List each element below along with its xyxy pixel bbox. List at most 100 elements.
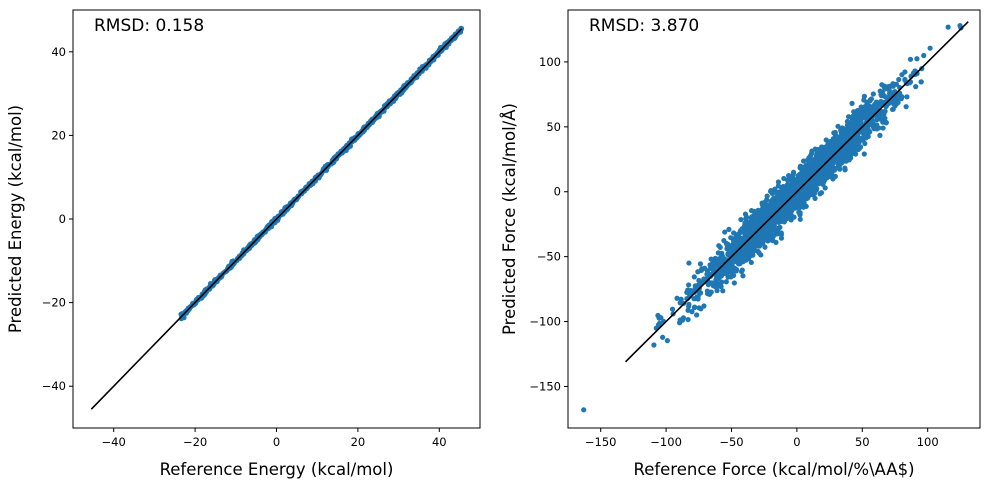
force-point (861, 126, 868, 132)
force-point (725, 274, 731, 280)
force-point (886, 87, 892, 93)
force-point (773, 214, 779, 220)
force-point (850, 113, 856, 119)
force-x-tick-label: −150 (585, 435, 617, 449)
force-point (826, 145, 833, 152)
force-point (765, 235, 771, 241)
force-point (716, 243, 722, 249)
energy-x-tick-label: 40 (432, 435, 447, 449)
force-point (704, 271, 710, 277)
force-point (904, 94, 910, 100)
force-point (858, 135, 865, 141)
force-rmsd-annotation: RMSD: 3.870 (589, 16, 699, 36)
force-point (832, 173, 838, 179)
force-point (715, 262, 721, 268)
force-point (796, 176, 802, 183)
energy-point (245, 246, 252, 252)
force-point (742, 220, 748, 226)
force-point (861, 93, 867, 99)
force-point (867, 129, 873, 135)
force-point (890, 81, 896, 87)
force-point (882, 115, 888, 121)
force-point (794, 194, 801, 200)
force-point (762, 244, 768, 250)
force-point (692, 304, 698, 310)
force-point (914, 56, 920, 62)
force-point (835, 123, 841, 129)
force-point (795, 173, 801, 179)
force-point (742, 229, 748, 235)
energy-y-tick-label: −40 (42, 379, 66, 393)
force-point (768, 230, 774, 236)
force-point (845, 114, 852, 120)
energy-y-tick-label: −20 (42, 296, 66, 310)
force-point (704, 288, 711, 294)
force-x-ticks: −150 −100 −50 0 50 100 (585, 428, 939, 449)
force-point (689, 309, 695, 315)
force-point (799, 164, 805, 171)
force-point (743, 215, 749, 222)
force-point (842, 167, 848, 173)
force-point (818, 190, 825, 196)
force-x-tick-label: 0 (793, 435, 800, 449)
force-point (839, 125, 845, 131)
force-point (716, 274, 723, 280)
force-point (831, 130, 837, 136)
force-point (849, 118, 855, 124)
energy-y-axis-label: Predicted Energy (kcal/mol) (6, 105, 25, 333)
force-point (819, 152, 826, 158)
force-y-tick-label: −150 (529, 379, 561, 393)
force-point (870, 91, 876, 97)
force-point (775, 179, 782, 185)
force-x-tick-label: −100 (650, 435, 682, 449)
force-point (889, 106, 896, 113)
force-point (880, 125, 886, 131)
force-y-tick-label: 0 (554, 185, 561, 199)
force-point (777, 210, 784, 216)
energy-panel: −40 −20 0 20 40 −40 −20 0 20 40 RMSD: 0.158 Refe… (6, 9, 481, 479)
force-point (848, 123, 854, 129)
force-point (849, 100, 855, 106)
force-point (855, 146, 861, 153)
force-point (759, 200, 765, 206)
force-point (921, 52, 927, 59)
force-point (686, 260, 692, 266)
force-point (753, 221, 759, 228)
force-point (696, 305, 702, 311)
force-point (814, 146, 820, 153)
force-point (866, 103, 872, 109)
force-point (862, 104, 868, 110)
energy-x-tick-label: 20 (351, 435, 366, 449)
force-point (692, 285, 698, 291)
force-point (813, 164, 819, 170)
force-point (845, 145, 851, 151)
force-y-tick-label: −50 (537, 250, 561, 264)
force-point (834, 148, 840, 154)
force-point (777, 202, 783, 208)
force-point (767, 220, 773, 226)
force-point (723, 279, 729, 285)
force-point (861, 151, 867, 157)
force-point (755, 248, 761, 254)
energy-y-tick-label: 40 (51, 45, 66, 59)
force-point (695, 296, 701, 302)
force-point (902, 69, 908, 75)
force-point (877, 132, 883, 138)
force-point (757, 238, 763, 244)
force-point (837, 153, 843, 159)
force-point (808, 187, 814, 193)
force-point (878, 116, 884, 122)
force-point (849, 148, 855, 154)
force-point (748, 238, 755, 244)
force-point (660, 334, 666, 340)
energy-x-axis-label: Reference Energy (kcal/mol) (160, 460, 394, 479)
force-point (821, 148, 827, 154)
force-point (796, 205, 802, 211)
force-point (927, 45, 933, 51)
force-point (782, 193, 789, 199)
force-point (834, 157, 840, 163)
force-point (691, 274, 697, 280)
force-point (686, 301, 692, 307)
force-point (857, 118, 863, 124)
force-point (775, 197, 781, 203)
